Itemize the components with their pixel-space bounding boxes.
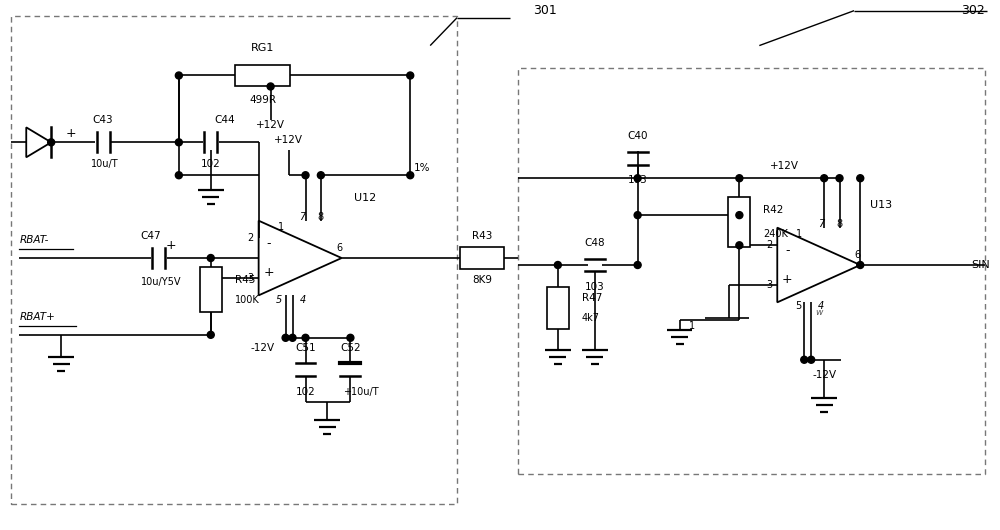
Bar (547, 287, 569, 329)
Text: RBAT+: RBAT+ (19, 312, 55, 322)
Text: -: - (266, 237, 271, 250)
Circle shape (207, 331, 214, 338)
Circle shape (634, 261, 641, 269)
Text: 8: 8 (318, 211, 324, 222)
Circle shape (634, 175, 641, 182)
Circle shape (821, 175, 828, 182)
Text: +: + (782, 273, 793, 286)
Circle shape (836, 175, 843, 182)
Bar (518, 67, 985, 474)
Text: C52: C52 (340, 343, 361, 353)
Circle shape (289, 334, 296, 341)
Text: 1: 1 (278, 222, 284, 232)
Text: 102: 102 (201, 159, 221, 169)
Text: RBAT-: RBAT- (19, 235, 49, 245)
Text: 103: 103 (585, 282, 605, 292)
Text: +: + (66, 127, 76, 140)
Text: 1: 1 (796, 229, 802, 239)
Text: 2: 2 (248, 233, 254, 243)
Text: R47: R47 (582, 293, 602, 303)
Bar (200, 268, 222, 312)
Circle shape (302, 334, 309, 341)
Text: +12V: +12V (256, 120, 285, 130)
Circle shape (407, 172, 414, 179)
Circle shape (317, 172, 324, 179)
Text: R45: R45 (235, 275, 255, 285)
Text: 2: 2 (766, 240, 772, 250)
Bar (728, 197, 750, 247)
Circle shape (736, 211, 743, 218)
Circle shape (175, 172, 182, 179)
Text: C44: C44 (214, 116, 235, 126)
Text: 5: 5 (276, 295, 283, 305)
Text: R42: R42 (763, 205, 784, 215)
Text: C43: C43 (93, 116, 113, 126)
Circle shape (347, 334, 354, 341)
Circle shape (857, 261, 864, 269)
Text: +12V: +12V (274, 135, 303, 145)
Text: 8K9: 8K9 (472, 275, 492, 285)
Text: SIN: SIN (971, 260, 990, 270)
Circle shape (207, 254, 214, 261)
Text: -: - (785, 244, 789, 257)
Circle shape (736, 242, 743, 249)
Text: RG1: RG1 (251, 42, 274, 52)
Circle shape (801, 356, 808, 363)
Text: C47: C47 (141, 231, 161, 241)
Text: C40: C40 (627, 131, 648, 142)
Text: U12: U12 (354, 193, 376, 203)
Text: 240K: 240K (763, 229, 788, 239)
Circle shape (736, 175, 743, 182)
Text: 8: 8 (836, 218, 843, 228)
Text: 103: 103 (628, 175, 648, 185)
Text: -12V: -12V (251, 343, 275, 353)
Text: 7: 7 (300, 211, 306, 222)
Circle shape (808, 356, 815, 363)
Text: 4k7: 4k7 (582, 313, 600, 323)
Text: w: w (815, 308, 823, 317)
Circle shape (267, 83, 274, 90)
Text: 3: 3 (766, 280, 772, 290)
Text: 5: 5 (795, 302, 801, 312)
Text: C51: C51 (295, 343, 316, 353)
Bar (235, 65, 290, 86)
Text: 4: 4 (818, 302, 824, 312)
Circle shape (554, 261, 561, 269)
Text: 3: 3 (248, 273, 254, 282)
Text: 301: 301 (533, 4, 557, 17)
Circle shape (48, 139, 55, 146)
Text: 100K: 100K (235, 295, 259, 305)
Text: 302: 302 (961, 4, 985, 17)
Circle shape (634, 211, 641, 218)
Text: 1%: 1% (414, 163, 430, 173)
Text: 6: 6 (855, 250, 861, 260)
Text: 7: 7 (818, 218, 824, 228)
Bar (460, 247, 504, 269)
Text: 1: 1 (689, 321, 696, 331)
Text: +10u/T: +10u/T (343, 387, 378, 396)
Text: R43: R43 (472, 231, 492, 241)
Text: +: + (166, 238, 176, 252)
Text: 499R: 499R (249, 95, 276, 105)
Circle shape (282, 334, 289, 341)
Text: U13: U13 (870, 200, 892, 210)
Text: +: + (263, 266, 274, 279)
Text: 4: 4 (300, 295, 306, 305)
Text: C48: C48 (584, 238, 605, 248)
Circle shape (857, 175, 864, 182)
Text: 6: 6 (336, 243, 342, 253)
Text: 10u/T: 10u/T (91, 159, 119, 169)
Text: -12V: -12V (812, 370, 836, 379)
Circle shape (175, 139, 182, 146)
Bar (11, 16, 457, 505)
Circle shape (302, 172, 309, 179)
Text: 102: 102 (296, 387, 315, 396)
Text: +12V: +12V (770, 161, 799, 171)
Circle shape (175, 72, 182, 79)
Circle shape (407, 72, 414, 79)
Text: 10u/Y5V: 10u/Y5V (141, 277, 181, 287)
